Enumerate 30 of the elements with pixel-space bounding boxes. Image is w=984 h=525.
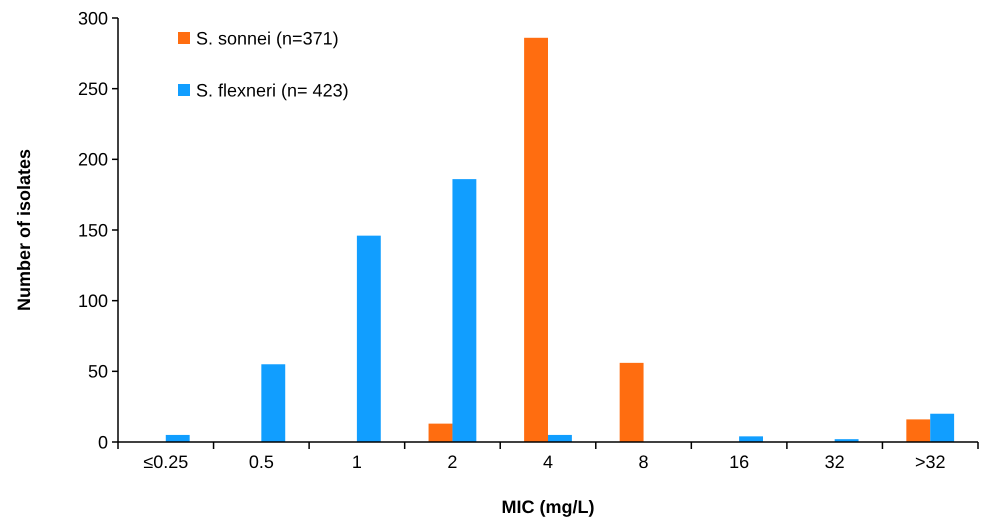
bar (261, 364, 286, 442)
bar (428, 424, 452, 442)
y-tick-label: 300 (78, 8, 108, 28)
bar (548, 434, 572, 442)
y-tick-label: 150 (78, 220, 108, 240)
y-tick-label: 200 (78, 150, 108, 170)
y-tick-label: 100 (78, 290, 108, 311)
x-tick-label: ≤0.25 (143, 452, 188, 472)
y-tick-label: 0 (98, 432, 108, 452)
legend-label: S. flexneri (n= 423) (196, 80, 349, 100)
bar (356, 236, 381, 442)
x-tick-label: 4 (542, 452, 554, 472)
x-tick-label: 16 (729, 452, 750, 472)
x-tick-label: 0.5 (248, 452, 274, 472)
x-tick-label: >32 (914, 452, 946, 472)
legend-label: S. sonnei (n=371) (196, 28, 339, 48)
x-tick-label: 2 (447, 452, 458, 472)
bar (524, 38, 548, 442)
x-axis-title: MIC (mg/L) (502, 497, 594, 517)
bar (906, 419, 930, 442)
y-tick-label: 50 (88, 362, 108, 382)
y-axis-title: Number of isolates (14, 148, 34, 312)
x-tick-label: 32 (824, 452, 845, 472)
bar (166, 434, 190, 442)
x-tick-label: 1 (352, 452, 362, 472)
x-tick-label: 8 (638, 452, 649, 472)
y-tick-label: 250 (78, 78, 108, 99)
bar (930, 414, 954, 442)
bar (452, 179, 476, 442)
bar (620, 362, 644, 442)
